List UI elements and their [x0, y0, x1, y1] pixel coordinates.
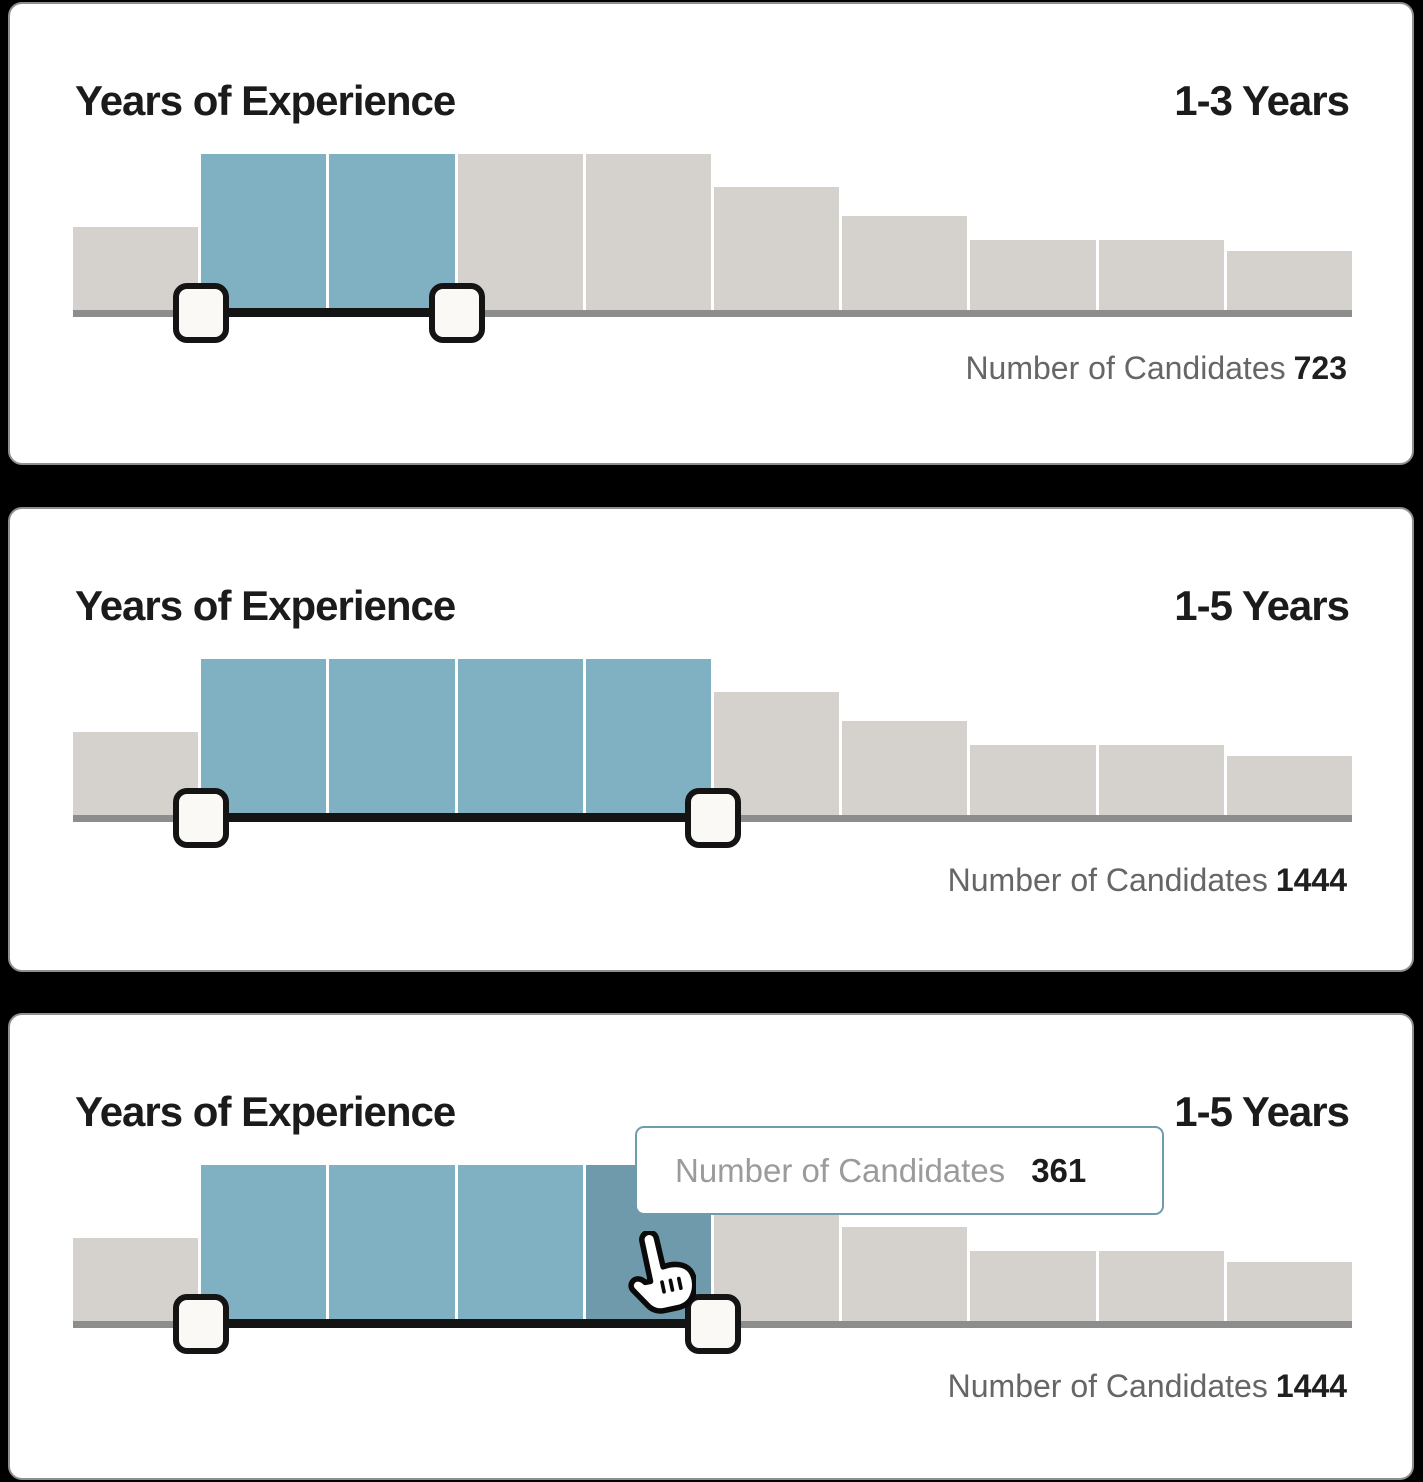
selected-range-label: 1-3 Years — [1174, 77, 1350, 124]
candidates-summary: Number of Candidates 1444 — [948, 862, 1347, 899]
histogram-bar-3[interactable] — [329, 154, 455, 310]
slider-handle-right[interactable] — [428, 283, 485, 343]
slider-selected-range[interactable] — [200, 813, 713, 822]
slider-selected-range[interactable] — [200, 308, 457, 317]
selected-range-label: 1-5 Years — [1174, 582, 1350, 629]
histogram-bar-8[interactable] — [970, 240, 1096, 310]
card-header: Years of Experience 1-3 Years — [75, 77, 1350, 124]
candidates-summary-value: 1444 — [1275, 1368, 1347, 1404]
histogram-bar-4[interactable] — [457, 659, 583, 815]
histogram-bar-4[interactable] — [457, 154, 583, 310]
histogram-bar-8[interactable] — [970, 1251, 1096, 1321]
panel-title: Years of Experience — [75, 1088, 456, 1135]
histogram — [73, 659, 1352, 815]
slider-handle-left[interactable] — [172, 1294, 229, 1354]
histogram-bar-9[interactable] — [1098, 1251, 1224, 1321]
candidates-summary-label: Number of Candidates — [947, 862, 1268, 898]
histogram-bar-8[interactable] — [970, 745, 1096, 815]
panel-title: Years of Experience — [75, 77, 456, 124]
candidates-summary: Number of Candidates 1444 — [948, 1368, 1347, 1405]
tooltip-value: 361 — [1031, 1151, 1087, 1189]
slider-selected-range[interactable] — [200, 1319, 713, 1328]
histogram — [73, 154, 1352, 310]
slider-handle-left[interactable] — [172, 788, 229, 848]
bar-tooltip: Number of Candidates 361 — [635, 1126, 1164, 1215]
histogram — [73, 1165, 1352, 1321]
histogram-bar-7[interactable] — [842, 216, 968, 310]
candidates-summary-label: Number of Candidates — [965, 350, 1286, 386]
histogram-bar-3[interactable] — [329, 659, 455, 815]
histogram-bar-4[interactable] — [457, 1165, 583, 1321]
slider-handle-left[interactable] — [172, 283, 229, 343]
histogram-bar-6[interactable] — [714, 187, 840, 310]
card-header: Years of Experience 1-5 Years — [75, 1088, 1350, 1135]
selected-range-label: 1-5 Years — [1174, 1088, 1350, 1135]
candidates-summary: Number of Candidates 723 — [965, 350, 1347, 387]
histogram-bar-7[interactable] — [842, 1227, 968, 1321]
card-header: Years of Experience 1-5 Years — [75, 582, 1350, 629]
filter-card-experience-1: Years of Experience 1-3 Years Number of … — [8, 2, 1414, 465]
tooltip-label: Number of Candidates — [675, 1151, 1006, 1189]
slider-handle-right[interactable] — [684, 788, 741, 848]
histogram-bar-5[interactable] — [585, 659, 711, 815]
histogram-bar-9[interactable] — [1098, 745, 1224, 815]
filter-card-experience-2: Years of Experience 1-5 Years Number of … — [8, 507, 1414, 972]
histogram-bar-7[interactable] — [842, 721, 968, 815]
filter-card-experience-3: Years of Experience 1-5 Years Number of … — [8, 1013, 1414, 1480]
candidates-summary-value: 723 — [1293, 350, 1347, 386]
slider-track[interactable] — [73, 310, 1352, 317]
histogram-bar-5[interactable] — [585, 154, 711, 310]
histogram-bar-10[interactable] — [1226, 1262, 1352, 1321]
panel-title: Years of Experience — [75, 582, 456, 629]
histogram-bar-10[interactable] — [1226, 756, 1352, 815]
slider-handle-right[interactable] — [684, 1294, 741, 1354]
histogram-bar-3[interactable] — [329, 1165, 455, 1321]
hand-cursor-icon — [628, 1231, 696, 1314]
histogram-bar-9[interactable] — [1098, 240, 1224, 310]
candidates-summary-value: 1444 — [1275, 862, 1347, 898]
candidates-summary-label: Number of Candidates — [947, 1368, 1268, 1404]
histogram-bar-10[interactable] — [1226, 251, 1352, 310]
